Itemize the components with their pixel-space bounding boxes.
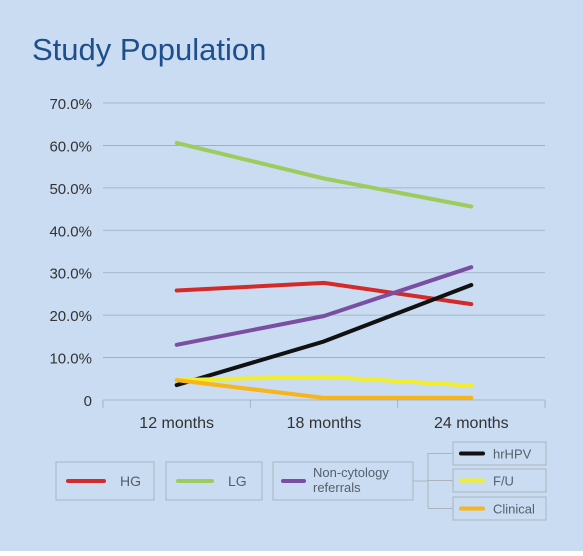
y-tick-label: 20.0% (49, 308, 92, 325)
y-tick-label: 30.0% (49, 266, 92, 283)
legend-item: hrHPV (452, 441, 547, 466)
legend-box (165, 461, 263, 501)
legend-box (55, 461, 155, 501)
y-tick-label: 50.0% (49, 181, 92, 198)
x-tick-label: 24 months (434, 415, 509, 432)
y-axis-tick-labels: 70.0% 60.0% 50.0% 40.0% 30.0% 20.0% 10.0% 0 (49, 96, 92, 410)
series-line (174, 280, 474, 307)
series-line (174, 140, 474, 209)
y-tick-label: 40.0% (49, 223, 92, 240)
series-line (174, 378, 474, 400)
series-line (174, 374, 474, 388)
legend-label: Clinical (493, 502, 535, 517)
legend-item: Clinical (452, 496, 547, 521)
x-tick-label: 18 months (287, 415, 362, 432)
series-line (174, 265, 474, 347)
x-tick-label: 12 months (139, 415, 214, 432)
chart-title: Study Population (32, 32, 266, 67)
legend-item: HG (55, 461, 155, 501)
legend-label: F/U (493, 474, 514, 489)
legend-box (452, 441, 547, 466)
y-tick-label: 10.0% (49, 351, 92, 368)
y-tick-label: 70.0% (49, 96, 92, 113)
y-tick-label: 60.0% (49, 138, 92, 155)
y-tick-label: 0 (84, 393, 92, 410)
legend-box (452, 468, 547, 493)
legend-item: LG (165, 461, 263, 501)
legend-item: F/U (452, 468, 547, 493)
legend-label: Non-cytology referrals (313, 465, 389, 495)
legend-label: LG (228, 473, 247, 489)
legend: HG LG Non-cytology referrals hrHPV F/U Clinica… (55, 441, 547, 521)
legend-label: hrHPV (493, 447, 532, 462)
legend-box (452, 496, 547, 521)
x-axis: 12 months 18 months 24 months (102, 400, 546, 432)
series-line (174, 283, 474, 388)
legend-label: HG (120, 473, 141, 489)
series-lines (174, 140, 474, 400)
